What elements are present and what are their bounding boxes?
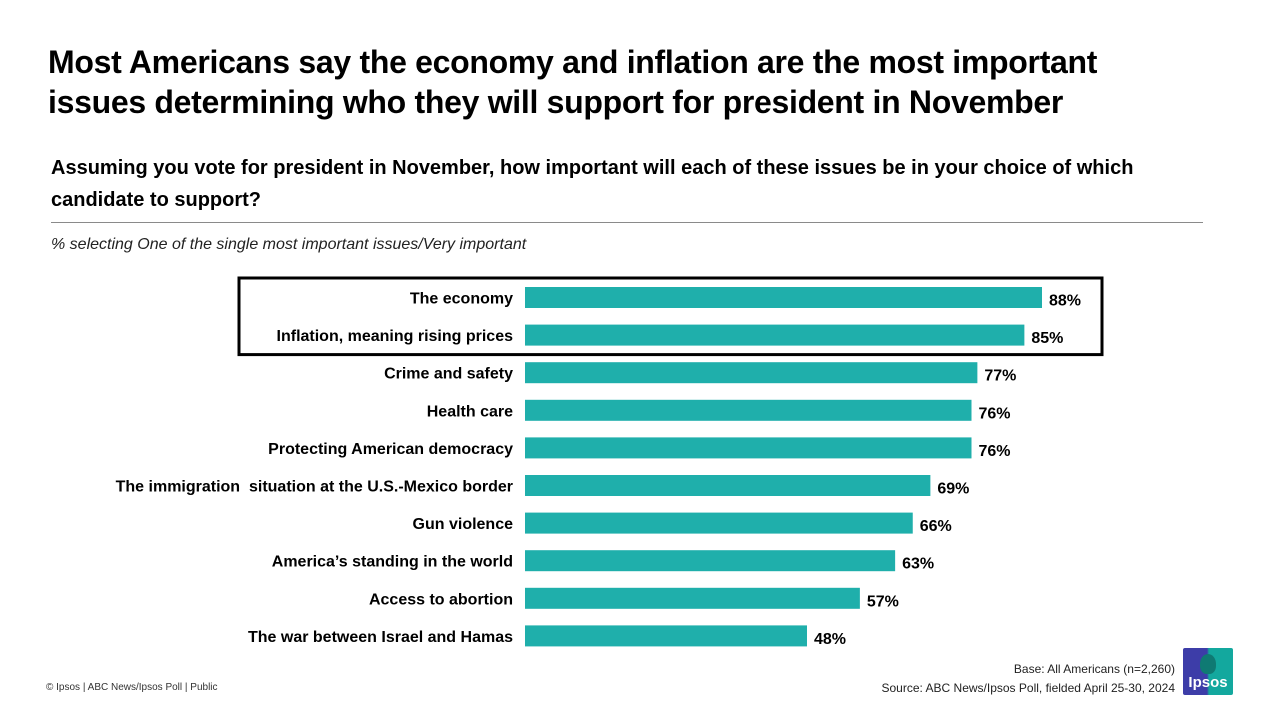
category-label: Crime and safety [384,366,513,383]
bar [525,362,978,384]
highlight-box [237,276,1104,357]
category-label: Gun violence [413,516,514,533]
value-label: 77% [984,368,1016,385]
bar-row: Access to abortion 57% [369,587,899,610]
category-label: Protecting American democracy [268,441,513,458]
category-label: The war between Israel and Hamas [248,629,513,646]
bar-row: The war between Israel and Hamas 48% [248,625,846,648]
logo-head-icon [1200,654,1216,674]
bar [525,287,1042,308]
bar-row: The immigration situation at the U.S.-Me… [116,475,969,498]
bar [525,399,972,421]
bar-row: Health care 76% [427,399,1011,422]
bar [525,587,860,609]
value-label: 69% [937,481,969,498]
value-label: 57% [867,593,899,610]
logo-text: Ipsos [1188,674,1228,691]
value-label: 88% [1049,293,1081,310]
category-label: The economy [410,291,513,308]
category-label: Inflation, meaning rising prices [277,328,514,345]
bar-row: The economy 88% [410,287,1081,310]
bar-row: Gun violence 66% [413,512,952,535]
title-line-2: issues determining who they will support… [48,84,1064,120]
category-label: Health care [427,403,513,420]
copyright-footer: © Ipsos | ABC News/Ipsos Poll | Public [46,682,218,693]
bar-row: America’s standing in the world 63% [272,550,934,573]
survey-question: Assuming you vote for president in Novem… [51,157,1134,211]
source-note: Base: All Americans (n=2,260) Source: AB… [882,660,1176,698]
category-label: Access to abortion [369,591,513,608]
bar [525,324,1025,346]
bar [525,512,913,534]
bar-row: Protecting American democracy 76% [268,437,1011,460]
bar [525,550,896,572]
base-note: Base: All Americans (n=2,260) [1013,662,1175,676]
chart-subtitle: % selecting One of the single most impor… [51,236,527,253]
bar [525,625,807,647]
source-text: Source: ABC News/Ipsos Poll, fielded Apr… [881,681,1176,695]
value-label: 85% [1031,330,1063,347]
value-label: 76% [979,405,1011,422]
bar-row: Inflation, meaning rising prices 85% [277,324,1063,347]
ipsos-logo: Ipsos [1183,648,1233,695]
value-label: 48% [814,631,846,648]
value-label: 66% [920,518,952,535]
bar [525,475,931,496]
category-label: The immigration situation at the U.S.-Me… [116,479,513,496]
bar-row: Crime and safety 77% [384,362,1016,385]
title-line-1: Most Americans say the economy and infla… [48,44,1098,80]
divider [51,222,1203,223]
bar [525,437,972,459]
value-label: 63% [902,556,934,573]
value-label: 76% [979,443,1011,460]
chart-title: Most Americans say the economy and infla… [48,42,1248,122]
category-label: America’s standing in the world [272,554,513,571]
